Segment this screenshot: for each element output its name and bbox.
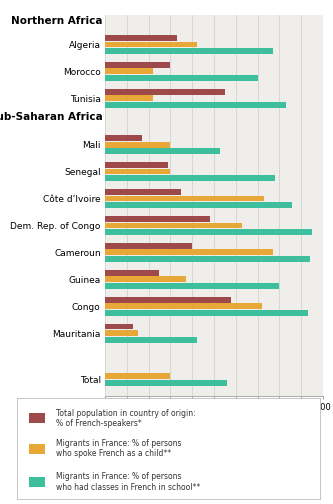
Bar bbox=[105, 35, 177, 41]
Bar bbox=[105, 142, 170, 148]
Bar bbox=[105, 148, 220, 154]
Bar bbox=[105, 249, 273, 255]
Bar bbox=[105, 169, 170, 174]
Bar bbox=[105, 75, 258, 81]
Bar bbox=[105, 330, 138, 336]
Bar bbox=[105, 162, 168, 168]
Bar bbox=[105, 102, 286, 108]
Bar bbox=[29, 413, 45, 423]
Bar bbox=[105, 243, 192, 248]
Text: Migrants in France: % of persons
who spoke French as a child**: Migrants in France: % of persons who spo… bbox=[56, 439, 181, 458]
Bar bbox=[29, 477, 45, 487]
Bar bbox=[105, 216, 209, 222]
Bar bbox=[105, 223, 242, 228]
Bar bbox=[105, 135, 142, 141]
Bar bbox=[105, 229, 312, 235]
Bar bbox=[105, 189, 181, 195]
Text: Northern Africa: Northern Africa bbox=[11, 16, 103, 26]
Bar bbox=[105, 41, 196, 47]
Bar bbox=[105, 202, 292, 208]
Bar bbox=[105, 270, 160, 276]
Bar bbox=[105, 276, 185, 282]
Bar bbox=[105, 175, 275, 181]
Bar bbox=[105, 303, 262, 309]
Bar bbox=[105, 283, 279, 289]
Bar bbox=[105, 380, 227, 386]
Bar bbox=[105, 69, 153, 74]
Bar bbox=[105, 337, 196, 343]
Text: Total population in country of origin:
% of French-speakers*: Total population in country of origin: %… bbox=[56, 409, 196, 428]
Bar bbox=[29, 444, 45, 454]
Bar bbox=[105, 297, 231, 302]
Bar bbox=[105, 62, 170, 68]
Bar bbox=[105, 373, 170, 379]
Bar bbox=[105, 89, 225, 95]
Bar bbox=[105, 48, 273, 54]
Bar bbox=[105, 95, 153, 101]
Bar bbox=[105, 256, 310, 262]
Bar bbox=[105, 324, 133, 330]
Text: Migrants in France: % of persons
who had classes in French in school**: Migrants in France: % of persons who had… bbox=[56, 472, 200, 491]
Text: Sub-Saharan Africa: Sub-Saharan Africa bbox=[0, 112, 103, 122]
Bar bbox=[105, 196, 264, 202]
Bar bbox=[105, 310, 308, 316]
